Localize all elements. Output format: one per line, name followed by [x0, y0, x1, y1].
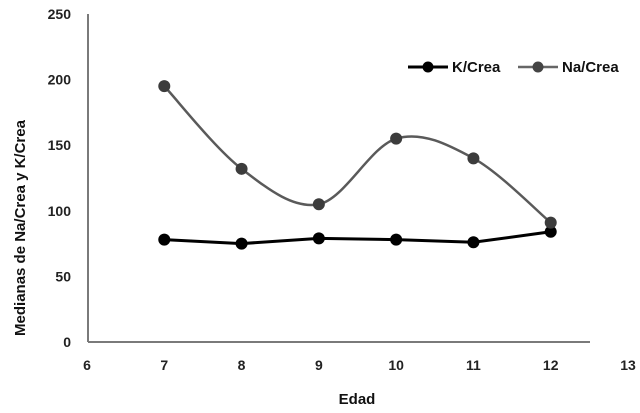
series-line-na-crea — [163, 85, 552, 224]
y-tick-label: 200 — [48, 72, 72, 88]
y-tick-label: 100 — [48, 203, 72, 219]
data-point-marker — [158, 80, 171, 93]
legend-k-label: K/Crea — [452, 59, 501, 76]
x-tick-label: 8 — [238, 357, 246, 373]
series-line-k-crea — [164, 230, 551, 246]
data-point-marker — [312, 232, 325, 245]
y-tick-label: 150 — [48, 137, 72, 153]
y-tick-label: 250 — [48, 6, 72, 22]
data-point-marker — [390, 233, 403, 246]
x-tick-label: 7 — [160, 357, 168, 373]
data-point-marker — [158, 233, 171, 246]
legend: K/Crea Na/Crea — [408, 59, 619, 76]
data-point-marker — [235, 237, 248, 250]
x-tick-label: 13 — [620, 357, 636, 373]
y-axis-title: Medianas de Na/Crea y K/Crea — [12, 119, 29, 336]
y-tick-labels: 0 50 100 150 200 250 — [48, 6, 72, 350]
data-point-marker — [312, 198, 325, 211]
data-point-marker — [235, 162, 248, 175]
y-tick-label: 0 — [63, 334, 71, 350]
series-group — [158, 80, 557, 250]
x-tick-label: 11 — [466, 357, 481, 373]
legend-na-marker-icon — [532, 61, 544, 73]
data-point-marker — [467, 152, 480, 165]
data-point-marker — [467, 236, 480, 249]
x-tick-label: 6 — [83, 357, 91, 373]
x-tick-label: 9 — [315, 357, 323, 373]
x-tick-label: 10 — [388, 357, 404, 373]
axes — [87, 14, 590, 343]
data-point-marker — [544, 225, 557, 238]
data-point-marker — [390, 132, 403, 145]
legend-k-marker-icon — [422, 61, 434, 73]
y-tick-label: 50 — [55, 268, 71, 284]
x-tick-labels: 6 7 8 9 10 11 12 13 — [83, 357, 636, 373]
data-point-marker — [544, 216, 557, 229]
x-axis-title: Edad — [339, 391, 376, 408]
x-tick-label: 12 — [543, 357, 559, 373]
legend-na-label: Na/Crea — [562, 59, 619, 76]
